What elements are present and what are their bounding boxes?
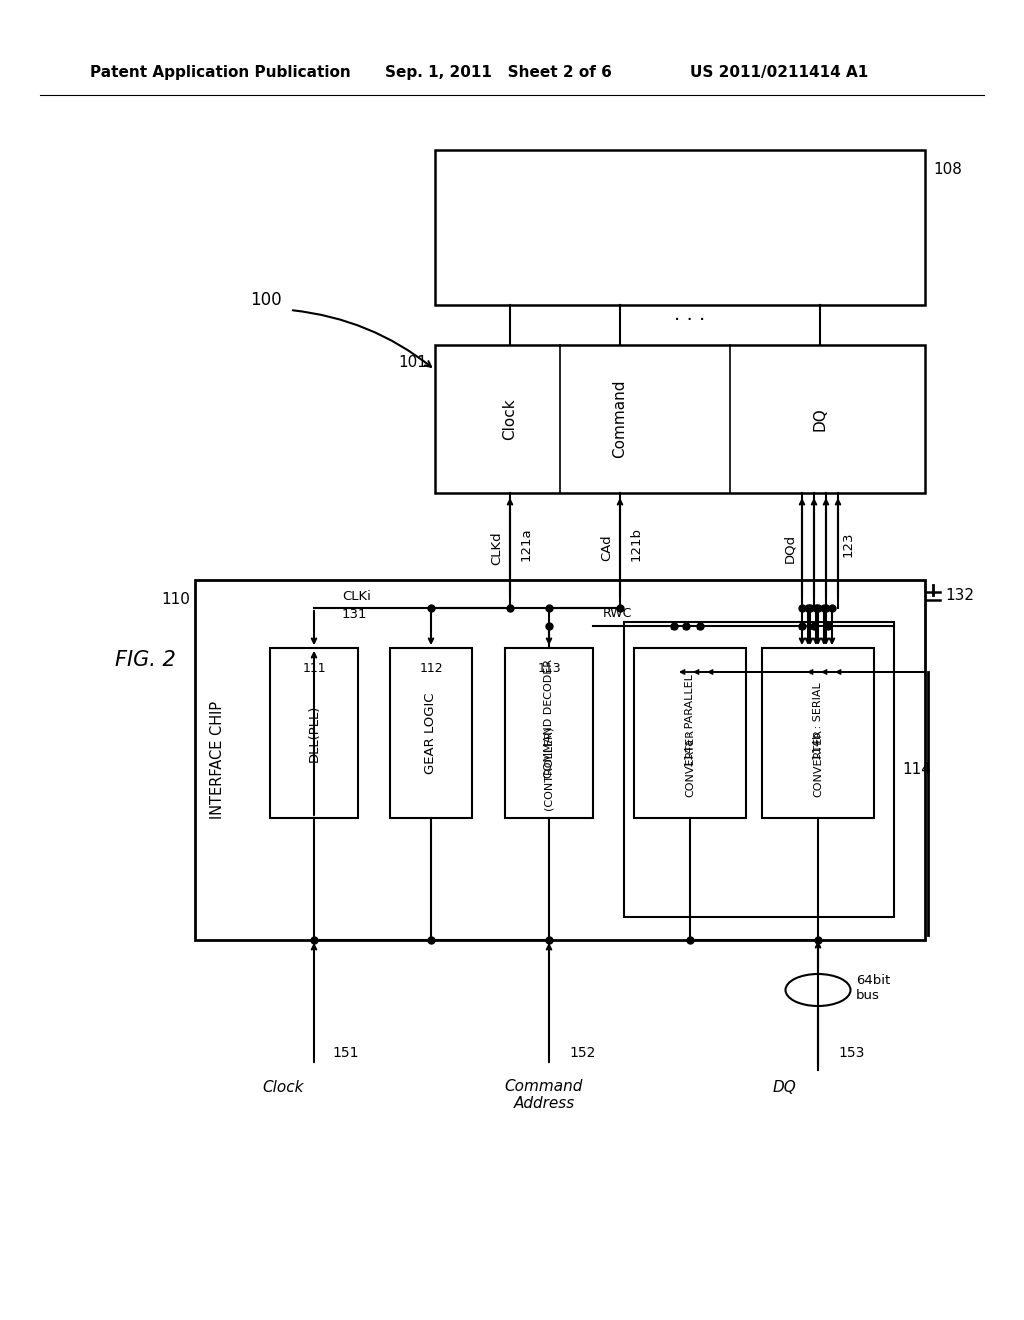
- Text: Command: Command: [612, 380, 628, 458]
- Text: 113: 113: [538, 663, 561, 675]
- Text: CLKi: CLKi: [342, 590, 371, 602]
- Text: 110: 110: [161, 591, 190, 607]
- Text: 114b : SERIAL: 114b : SERIAL: [813, 682, 823, 760]
- Text: CLKd: CLKd: [490, 531, 503, 565]
- Text: CONVERTER: CONVERTER: [813, 729, 823, 797]
- Text: CAd: CAd: [600, 535, 613, 561]
- Text: 121b: 121b: [630, 527, 643, 561]
- Text: DQd: DQd: [783, 533, 796, 562]
- Text: 152: 152: [569, 1045, 595, 1060]
- Text: 112: 112: [419, 663, 442, 675]
- Text: Patent Application Publication: Patent Application Publication: [90, 65, 351, 79]
- Text: (CONTROLLER): (CONTROLLER): [544, 726, 554, 810]
- Text: Clock: Clock: [503, 399, 517, 440]
- Text: GEAR LOGIC: GEAR LOGIC: [425, 692, 437, 774]
- Text: 101: 101: [398, 355, 427, 370]
- Text: 121a: 121a: [520, 527, 534, 561]
- Text: 111: 111: [302, 663, 326, 675]
- Text: DQ: DQ: [812, 407, 827, 430]
- Text: 114: 114: [902, 762, 931, 776]
- Text: RWC: RWC: [603, 607, 633, 620]
- Text: 132: 132: [945, 589, 974, 603]
- Text: Sep. 1, 2011   Sheet 2 of 6: Sep. 1, 2011 Sheet 2 of 6: [385, 65, 612, 79]
- Text: Clock: Clock: [262, 1080, 304, 1094]
- Bar: [435, 345, 925, 492]
- Text: 64bit
bus: 64bit bus: [856, 974, 890, 1002]
- Text: 123: 123: [842, 531, 855, 557]
- Text: 100: 100: [250, 290, 282, 309]
- Bar: [435, 150, 925, 305]
- Bar: [390, 648, 472, 818]
- Text: DLL(PLL): DLL(PLL): [307, 705, 321, 762]
- Text: FIG. 2: FIG. 2: [115, 649, 176, 671]
- Bar: [195, 579, 925, 940]
- Bar: [762, 648, 874, 818]
- Text: 131: 131: [342, 607, 368, 620]
- Bar: [624, 622, 894, 917]
- Text: · · ·: · · ·: [675, 310, 706, 330]
- Text: COMMAND DECODER: COMMAND DECODER: [544, 659, 554, 777]
- Bar: [505, 648, 593, 818]
- Text: CONVERTER: CONVERTER: [685, 729, 695, 797]
- Text: US 2011/0211414 A1: US 2011/0211414 A1: [690, 65, 868, 79]
- Text: 151: 151: [332, 1045, 358, 1060]
- Bar: [634, 648, 746, 818]
- Text: 108: 108: [933, 162, 962, 177]
- Text: INTERFACE CHIP: INTERFACE CHIP: [210, 701, 224, 820]
- Text: 114a : PARALLEL: 114a : PARALLEL: [685, 675, 695, 767]
- Text: 153: 153: [838, 1045, 864, 1060]
- Text: Command
Address: Command Address: [505, 1078, 584, 1111]
- Bar: [270, 648, 358, 818]
- Text: DQ: DQ: [773, 1080, 797, 1094]
